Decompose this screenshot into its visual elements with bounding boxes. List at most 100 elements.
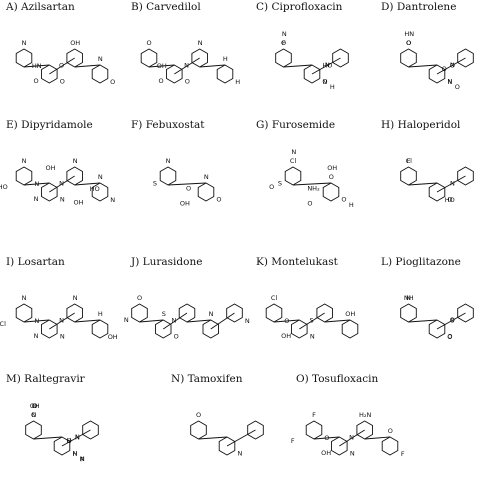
ring [356,420,373,440]
atom-label: F [282,39,286,47]
bond [199,64,226,68]
molecule-label: E) Dipyridamole [6,119,93,131]
molecule-label: M) Raltegravir [6,373,86,385]
atom-label: HO [445,196,455,204]
atom-label: O [59,61,64,69]
atom-label: HN [404,30,414,38]
ring [322,182,340,202]
bond [313,436,340,440]
atom-label: N [22,157,27,165]
bond [311,57,341,75]
atom-label: S [153,179,157,187]
atom-label: HO [90,185,100,193]
atom-label: N [310,333,315,341]
atom-label: OH [73,199,83,207]
bond [283,64,313,68]
molecule: O) Tosufloxacin F N N O O OH H₂N F F [291,373,405,458]
ring [15,303,33,323]
atom-label: N [124,316,129,324]
ring [265,303,283,323]
ring [247,420,264,440]
molecule-label: H) Haloperidol [381,119,461,131]
molecule-label: K) Montelukast [256,256,339,268]
atom-label: N [291,148,296,156]
atom-label: F [80,456,84,464]
atom-label: N [60,196,65,204]
bond [186,319,211,323]
atom-label: O [32,402,37,410]
ring [41,182,58,202]
bond [436,312,466,330]
bond [210,312,235,330]
atom-label: Cl [271,294,278,302]
bond [49,175,75,193]
atom-label: O [31,411,36,419]
bond [436,57,466,75]
ring [82,420,99,440]
atom-label: S [310,316,314,324]
atom-label: H₂N [359,411,371,419]
atom-label: N [450,61,455,69]
atom-label: O [406,39,411,47]
atom-label: N [98,173,103,181]
molecule: H) Haloperidol F O N Cl HO [381,119,474,204]
atom-label: O [447,333,452,341]
ring [457,166,474,186]
atom-label: O [447,333,452,341]
atom-label: O [174,333,179,341]
ring [226,303,243,323]
ring [216,64,234,84]
bond [23,319,50,323]
ring [166,64,183,84]
atom-label: NH₂ [307,185,320,193]
atom-label: O [447,196,452,204]
atom-label: O [341,196,346,204]
bond [299,312,325,330]
ring [41,64,58,84]
molecule-label: L) Pioglitazone [381,256,461,268]
ring [331,436,348,456]
atom-label: N [34,317,39,325]
ring [291,319,308,339]
atom-label: N [166,157,171,165]
bond [167,182,207,186]
bond [364,436,391,440]
molecule-label: B) Carvedilol [131,1,201,13]
bond [23,64,50,68]
molecule-label: G) Furosemide [256,119,335,131]
atom-label: O [329,173,334,181]
ring [332,48,349,68]
atom-label: N [60,333,65,341]
ring [66,166,83,186]
molecule-label: J) Lurasidone [130,256,202,268]
ring [381,436,399,456]
atom-label: N [73,294,78,302]
ring [316,303,333,323]
atom-label: O [196,411,201,419]
bond [324,319,351,323]
atom-label: NH [404,294,414,302]
atom-label: N [98,55,103,63]
atom-label: O [281,39,286,47]
atom-label: O [185,78,190,86]
atom-label: H [349,201,354,209]
atom-label: O [307,199,312,207]
bond [162,312,188,330]
atom-label: N [34,332,39,340]
atom-label: OH [281,332,291,340]
atom-label: F [401,450,405,458]
ring [131,303,148,323]
ring [457,48,474,68]
atom-label: H [223,55,228,63]
molecule: B) Carvedilol O O N H OH O N H [131,1,240,86]
bond [74,182,101,186]
ring [159,166,177,186]
atom-label: H [67,437,72,445]
atom-label: S [278,179,282,187]
molecule-label: D) Dantrolene [381,1,456,13]
